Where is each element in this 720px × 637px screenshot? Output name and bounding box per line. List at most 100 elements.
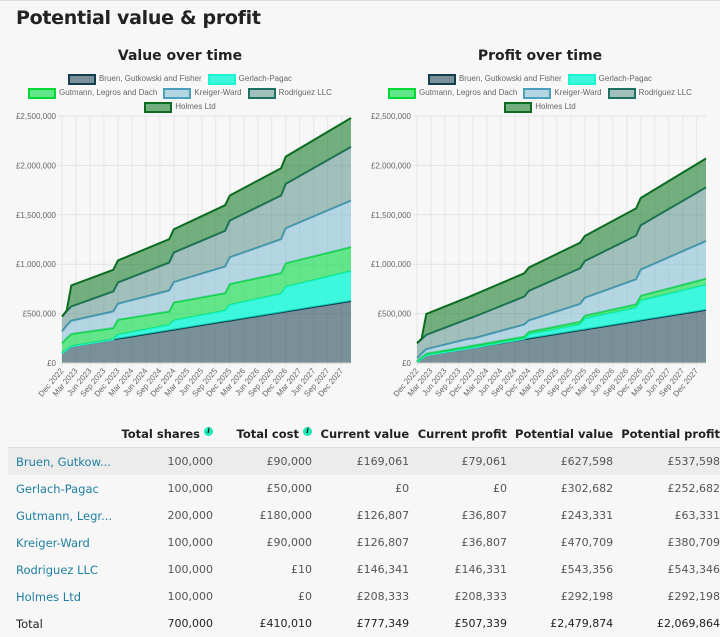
legend-item-gerlach-pagac[interactable]: Gerlach-Pagac [208,72,292,86]
cell-current-profit: £79,061 [409,448,507,476]
chart-legend: Bruen, Gutkowski and Fisher Gerlach-Pagac… [360,72,720,114]
cell-cost: £10 [213,556,312,583]
legend-label: Rodriguez LLC [279,86,332,100]
legend-item-rodriguez-llc[interactable]: Rodriguez LLC [248,86,332,100]
cell-current-value: £777,349 [312,610,409,637]
cell-potential-profit: £2,069,864 [613,610,720,637]
legend-item-rodriguez-llc[interactable]: Rodriguez LLC [608,86,692,100]
y-tick-label: £2,000,000 [371,161,412,170]
company-link[interactable]: Gutmann, Legr... [8,502,113,529]
value-chart-svg: £0£500,000£1,000,000£1,500,000£2,000,000… [0,110,360,414]
chart-title: Profit over time [360,48,720,64]
legend-swatch [428,74,456,85]
cell-current-profit: £36,807 [409,529,507,556]
y-tick-label: £500,000 [23,310,57,319]
cell-current-profit: £0 [409,475,507,502]
y-tick-label: £500,000 [378,310,412,319]
cell-shares: 700,000 [113,610,213,637]
cell-current-value: £126,807 [312,529,409,556]
info-icon[interactable]: i [303,427,312,436]
cell-current-value: £169,061 [312,448,409,476]
header-name [8,421,113,448]
company-link[interactable]: Bruen, Gutkow... [8,448,113,476]
cell-cost: £50,000 [213,475,312,502]
cell-shares: 100,000 [113,556,213,583]
header-potential-profit: Potential profit [613,421,720,448]
cell-potential-value: £292,198 [507,583,613,610]
cell-potential-profit: £543,346 [613,556,720,583]
legend-item-gerlach-pagac[interactable]: Gerlach-Pagac [568,72,652,86]
legend-row: Gutmann, Legros and Dach Kreiger-Ward Rodr… [0,86,360,100]
company-link[interactable]: Holmes Ltd [8,583,113,610]
cell-current-profit: £507,339 [409,610,507,637]
legend-item-gutmann-legros-and-dach[interactable]: Gutmann, Legros and Dach [388,86,517,100]
info-icon[interactable]: i [204,427,213,436]
legend-swatch [208,74,236,85]
legend-label: Gutmann, Legros and Dach [419,86,517,100]
cell-shares: 100,000 [113,448,213,476]
y-tick-label: £2,500,000 [16,112,57,121]
cell-cost: £180,000 [213,502,312,529]
cell-cost: £90,000 [213,529,312,556]
legend-swatch [608,88,636,99]
cell-potential-value: £302,682 [507,475,613,502]
legend-item-gutmann-legros-and-dach[interactable]: Gutmann, Legros and Dach [28,86,157,100]
header-label: Total cost [237,427,299,441]
cell-shares: 100,000 [113,529,213,556]
y-tick-label: £1,000,000 [16,260,57,269]
header-potential-value: Potential value [507,421,613,448]
cell-current-profit: £208,333 [409,583,507,610]
cell-current-value: £0 [312,475,409,502]
profit-chart-svg: £0£500,000£1,000,000£1,500,000£2,000,000… [360,110,720,414]
cell-potential-profit: £63,331 [613,502,720,529]
legend-label: Gerlach-Pagac [239,72,292,86]
cell-current-profit: £146,331 [409,556,507,583]
page-title: Potential value & profit [16,7,261,29]
legend-label: Kreiger-Ward [194,86,241,100]
company-link[interactable]: Kreiger-Ward [8,529,113,556]
chart-title: Value over time [0,48,360,64]
header-current-value: Current value [312,421,409,448]
cell-current-profit: £36,807 [409,502,507,529]
value-over-time-chart: Value over time Bruen, Gutkowski and Fis… [0,44,360,414]
cell-cost: £90,000 [213,448,312,476]
company-link[interactable]: Rodriguez LLC [8,556,113,583]
table-row: Gutmann, Legr...200,000£180,000£126,807£… [8,502,720,529]
legend-row: Bruen, Gutkowski and Fisher Gerlach-Pagac [360,72,720,86]
cell-shares: 100,000 [113,583,213,610]
cell-cost: £410,010 [213,610,312,637]
y-tick-label: £1,000,000 [371,260,412,269]
cell-potential-profit: £292,198 [613,583,720,610]
header-total-shares: Total shares i [113,421,213,448]
legend-swatch [163,88,191,99]
legend-row: Gutmann, Legros and Dach Kreiger-Ward Rodr… [360,86,720,100]
legend-item-bruen-gutkowski-and-fisher[interactable]: Bruen, Gutkowski and Fisher [428,72,562,86]
legend-swatch [568,74,596,85]
table-row: Bruen, Gutkow...100,000£90,000£169,061£7… [8,448,720,476]
cell-potential-value: £627,598 [507,448,613,476]
y-tick-label: £1,500,000 [371,211,412,220]
company-link[interactable]: Gerlach-Pagac [8,475,113,502]
legend-row: Bruen, Gutkowski and Fisher Gerlach-Pagac [0,72,360,86]
legend-item-bruen-gutkowski-and-fisher[interactable]: Bruen, Gutkowski and Fisher [68,72,202,86]
legend-swatch [248,88,276,99]
cell-potential-value: £243,331 [507,502,613,529]
cell-current-value: £146,341 [312,556,409,583]
cell-potential-value: £470,709 [507,529,613,556]
cell-shares: 100,000 [113,475,213,502]
legend-swatch [523,88,551,99]
header-label: Total shares [121,427,200,441]
top-border [0,0,720,1]
legend-item-kreiger-ward[interactable]: Kreiger-Ward [163,86,241,100]
header-current-profit: Current profit [409,421,507,448]
cell-cost: £0 [213,583,312,610]
legend-swatch [388,88,416,99]
legend-item-kreiger-ward[interactable]: Kreiger-Ward [523,86,601,100]
y-tick-label: £1,500,000 [16,211,57,220]
y-tick-label: £2,500,000 [371,112,412,121]
